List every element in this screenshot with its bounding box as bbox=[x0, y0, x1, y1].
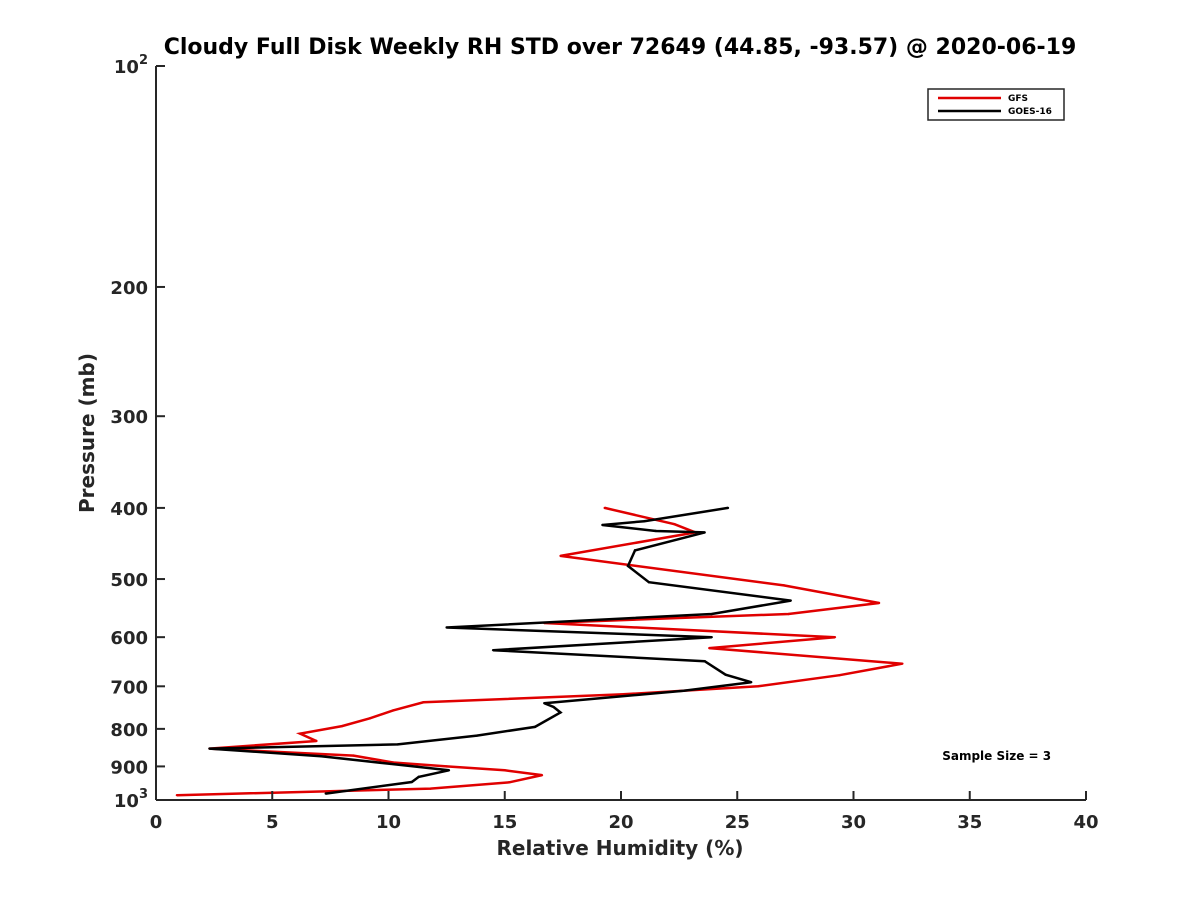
x-tick-label-25: 25 bbox=[725, 812, 750, 833]
data-point-goes16-8 bbox=[789, 599, 792, 602]
data-point-gfs-0 bbox=[603, 506, 606, 510]
data-point-goes16-10 bbox=[445, 626, 448, 629]
data-point-gfs-1 bbox=[673, 523, 676, 526]
data-point-goes16-7 bbox=[647, 581, 651, 584]
y-tick-label-900: 900 bbox=[110, 757, 148, 778]
y-tick-label-800: 800 bbox=[110, 720, 148, 741]
data-point-gfs-4 bbox=[782, 584, 785, 587]
data-point-goes16-3 bbox=[654, 529, 658, 533]
data-point-gfs-12 bbox=[756, 685, 760, 688]
data-point-goes16-16 bbox=[682, 689, 685, 693]
x-tick-label-35: 35 bbox=[957, 812, 982, 833]
x-tick-label-5: 5 bbox=[266, 812, 279, 833]
data-point-goes16-5 bbox=[633, 549, 637, 552]
data-point-gfs-8 bbox=[833, 635, 837, 639]
y-tick-label-1000: 103 bbox=[114, 787, 148, 812]
data-point-goes16-9 bbox=[710, 612, 713, 616]
data-point-gfs-6 bbox=[787, 612, 790, 616]
data-point-gfs-24 bbox=[503, 769, 506, 772]
data-point-goes16-1 bbox=[643, 519, 646, 523]
data-point-goes16-14 bbox=[724, 673, 727, 676]
x-axis-label: Relative Humidity (%) bbox=[496, 836, 743, 860]
data-point-gfs-26 bbox=[508, 781, 511, 784]
data-point-goes16-23 bbox=[208, 747, 211, 750]
legend: GFS GOES-16 bbox=[927, 88, 1065, 121]
x-tick-label-40: 40 bbox=[1073, 812, 1098, 833]
data-point-goes16-17 bbox=[543, 701, 546, 705]
data-point-gfs-17 bbox=[340, 724, 344, 728]
x-tick-label-30: 30 bbox=[841, 812, 866, 833]
data-point-goes16-18 bbox=[552, 705, 555, 709]
y-tick-label-200: 200 bbox=[110, 278, 148, 299]
x-tick-label-20: 20 bbox=[608, 812, 633, 833]
data-point-goes16-29 bbox=[324, 792, 327, 795]
series-layer bbox=[175, 506, 904, 797]
y-tick-label-300: 300 bbox=[110, 407, 148, 428]
data-point-gfs-28 bbox=[175, 793, 179, 797]
y-tick-label-600: 600 bbox=[110, 628, 148, 649]
data-point-gfs-9 bbox=[708, 646, 711, 650]
data-point-goes16-2 bbox=[601, 523, 604, 527]
data-point-gfs-13 bbox=[619, 693, 623, 696]
data-point-gfs-19 bbox=[315, 739, 318, 743]
data-point-goes16-15 bbox=[750, 680, 753, 684]
data-point-goes16-28 bbox=[410, 780, 413, 784]
data-point-goes16-20 bbox=[533, 725, 537, 729]
data-point-goes16-0 bbox=[726, 506, 730, 510]
data-point-goes16-6 bbox=[626, 564, 630, 568]
data-point-goes16-4 bbox=[703, 531, 706, 534]
data-point-goes16-21 bbox=[475, 734, 479, 737]
x-tick-label-15: 15 bbox=[492, 812, 517, 833]
series-line-goes16 bbox=[209, 506, 791, 795]
data-point-goes16-12 bbox=[491, 648, 495, 652]
data-point-goes16-22 bbox=[396, 743, 399, 746]
data-point-gfs-11 bbox=[838, 673, 841, 677]
sample-size-annotation: Sample Size = 3 bbox=[942, 749, 1051, 763]
legend-label-gfs: GFS bbox=[1008, 94, 1028, 104]
legend-label-goes16: GOES-16 bbox=[1008, 107, 1052, 117]
data-point-gfs-16 bbox=[368, 717, 372, 720]
data-point-gfs-21 bbox=[352, 754, 355, 757]
y-axis-label: Pressure (mb) bbox=[75, 353, 99, 513]
data-point-goes16-26 bbox=[447, 769, 451, 772]
data-point-goes16-25 bbox=[389, 762, 393, 766]
data-point-gfs-3 bbox=[559, 554, 562, 558]
axes-layer: 0 5 10 15 20 25 30 35 40 102 200 300 400 500 600 700 800… bbox=[110, 53, 1098, 833]
y-tick-label-700: 700 bbox=[110, 677, 148, 698]
data-point-goes16-24 bbox=[319, 755, 323, 758]
y-tick-label-100: 102 bbox=[114, 53, 148, 78]
data-point-goes16-19 bbox=[559, 711, 562, 714]
data-point-gfs-15 bbox=[391, 709, 395, 712]
legend-box bbox=[927, 88, 1065, 121]
data-point-gfs-25 bbox=[540, 773, 544, 777]
x-tick-label-10: 10 bbox=[376, 812, 401, 833]
data-point-gfs-5 bbox=[877, 601, 881, 605]
x-tick-label-0: 0 bbox=[150, 812, 163, 833]
data-point-goes16-11 bbox=[710, 635, 713, 639]
data-point-gfs-14 bbox=[422, 701, 425, 704]
y-tick-label-500: 500 bbox=[110, 570, 148, 591]
data-point-gfs-18 bbox=[298, 732, 302, 735]
data-point-goes16-13 bbox=[703, 660, 706, 663]
data-point-gfs-10 bbox=[901, 662, 904, 665]
y-tick-label-400: 400 bbox=[110, 499, 148, 520]
data-point-gfs-27 bbox=[429, 787, 432, 790]
chart-title: Cloudy Full Disk Weekly RH STD over 7264… bbox=[164, 35, 1077, 60]
data-point-gfs-23 bbox=[445, 765, 448, 768]
data-point-goes16-27 bbox=[417, 775, 420, 779]
